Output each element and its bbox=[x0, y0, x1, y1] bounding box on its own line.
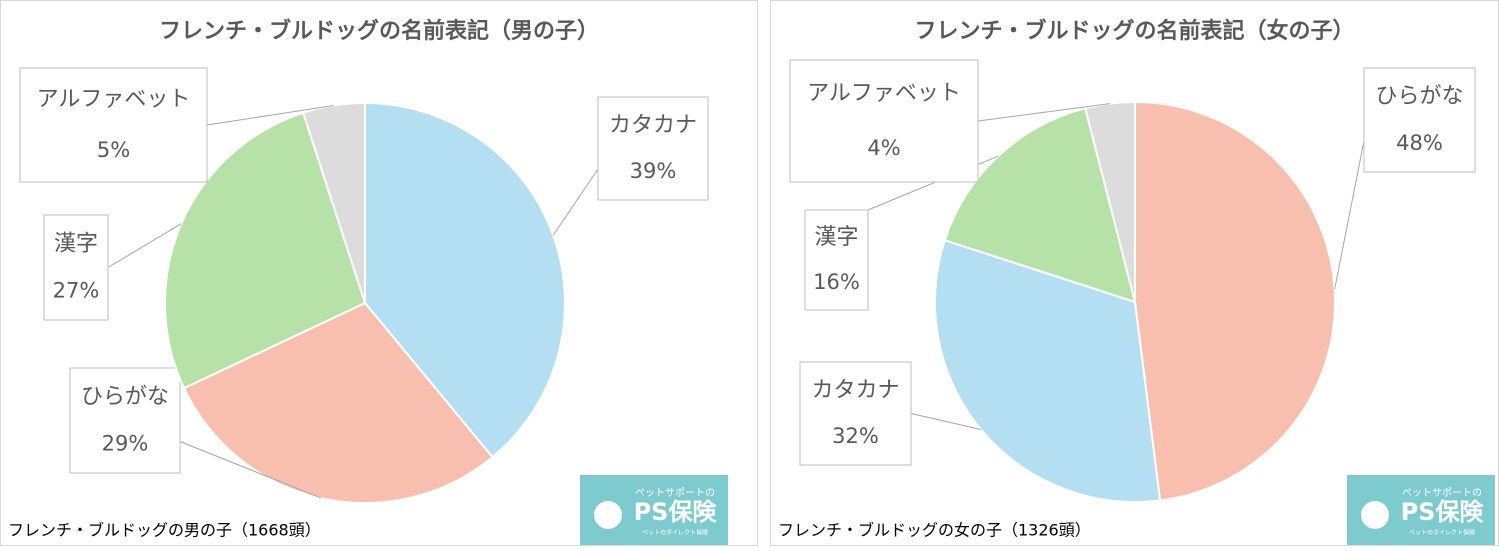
value-label: 4% bbox=[867, 136, 900, 160]
logo-name: PS保険 bbox=[1401, 498, 1485, 526]
category-label: 漢字 bbox=[814, 225, 858, 250]
label-box bbox=[19, 67, 208, 183]
logo-icon bbox=[1361, 501, 1389, 529]
category-label: 漢字 bbox=[54, 231, 98, 256]
leader-line bbox=[1334, 140, 1365, 290]
value-label: 29% bbox=[102, 432, 149, 456]
pie-slice bbox=[301, 101, 366, 304]
pie-slice bbox=[934, 238, 1162, 503]
value-label: 39% bbox=[630, 159, 677, 183]
chart-title: フレンチ・ブルドッグの名前表記（女の子） bbox=[914, 18, 1354, 44]
label-box bbox=[789, 59, 979, 183]
leader-line bbox=[977, 103, 1110, 122]
footnote: フレンチ・ブルドッグの女の子（1326頭） bbox=[778, 521, 1091, 540]
leader-line bbox=[179, 441, 322, 499]
value-label: 27% bbox=[53, 279, 100, 303]
category-label: ひらがな bbox=[1375, 84, 1463, 109]
category-label: カタカナ bbox=[609, 113, 697, 138]
category-label: アルファベット bbox=[807, 81, 961, 106]
logo-icon bbox=[594, 501, 622, 529]
label-box bbox=[43, 214, 109, 321]
leader-line bbox=[206, 104, 334, 126]
category-label: ひらがな bbox=[81, 384, 169, 409]
logo-subtitle: ペットのダイレクト保険 bbox=[642, 529, 708, 537]
label-box bbox=[69, 367, 181, 474]
logo-tagline: ペットサポートの bbox=[635, 487, 715, 499]
category-label: アルファベット bbox=[37, 87, 191, 112]
leader-line bbox=[107, 223, 182, 268]
leader-line bbox=[910, 413, 982, 430]
footnote: フレンチ・ブルドッグの男の子（1668頭） bbox=[8, 521, 321, 540]
chart-title: フレンチ・ブルドッグの名前表記（男の子） bbox=[159, 18, 599, 44]
value-label: 48% bbox=[1396, 131, 1443, 155]
label-box bbox=[804, 209, 869, 311]
value-label: 16% bbox=[813, 270, 860, 294]
value-label: 32% bbox=[832, 424, 879, 448]
value-label: 5% bbox=[97, 138, 130, 162]
label-box bbox=[1363, 67, 1476, 173]
logo-name: PS保険 bbox=[634, 498, 718, 526]
pie-slice bbox=[164, 111, 367, 390]
category-label: カタカナ bbox=[811, 378, 899, 403]
label-box bbox=[597, 96, 709, 201]
label-box bbox=[799, 361, 912, 466]
leader-line bbox=[552, 168, 599, 236]
logo-tagline: ペットサポートの bbox=[1402, 487, 1482, 499]
logo-subtitle: ペットのダイレクト保険 bbox=[1409, 529, 1475, 537]
